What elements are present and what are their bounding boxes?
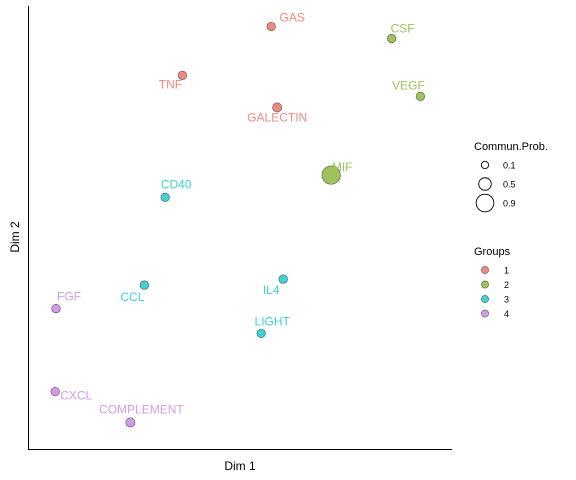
point-label-ccl: CCL bbox=[120, 290, 144, 304]
group-legend-key bbox=[481, 309, 489, 318]
point-label-complement: COMPLEMENT bbox=[99, 402, 184, 416]
plot-panel: GAS TNF GALECTIN CSF VEGF MIF CD40 CCL IL4 LIGHT F… bbox=[28, 6, 452, 450]
point-label-fgf: FGF bbox=[57, 290, 81, 304]
point-label-cd40: CD40 bbox=[161, 177, 192, 191]
size-legend: Commun.Prob. 0.1 0.5 0.9 bbox=[474, 141, 548, 213]
size-legend-label: 0.1 bbox=[503, 161, 516, 171]
size-legend-label: 0.9 bbox=[503, 199, 516, 209]
point-label-mif: MIF bbox=[332, 160, 353, 174]
point-label-csf: CSF bbox=[391, 22, 415, 36]
point-complement bbox=[125, 417, 136, 428]
point-label-cxcl: CXCL bbox=[60, 389, 92, 403]
group-legend-label: 4 bbox=[504, 309, 509, 319]
point-label-il4: IL4 bbox=[263, 283, 280, 297]
group-legend-key bbox=[481, 295, 489, 303]
group-legend-title: Groups bbox=[474, 246, 511, 258]
point-gas bbox=[266, 21, 276, 32]
point-label-light: LIGHT bbox=[255, 314, 291, 328]
size-legend-key bbox=[478, 177, 492, 191]
point-fgf bbox=[51, 304, 61, 314]
point-label-gas: GAS bbox=[280, 11, 305, 25]
point-il4 bbox=[278, 274, 288, 284]
group-legend-label: 2 bbox=[504, 280, 509, 290]
group-legend-key bbox=[481, 280, 489, 289]
size-legend-title: Commun.Prob. bbox=[474, 141, 548, 153]
size-legend-label: 0.5 bbox=[503, 180, 516, 190]
point-cd40 bbox=[160, 192, 170, 202]
x-axis-title: Dim 1 bbox=[224, 459, 256, 473]
group-legend-label: 3 bbox=[504, 295, 509, 305]
group-legend-key bbox=[481, 266, 489, 274]
point-label-galectin: GALECTIN bbox=[247, 110, 307, 124]
point-csf bbox=[387, 33, 397, 44]
point-tnf bbox=[177, 70, 187, 80]
size-legend-key bbox=[475, 193, 495, 213]
points-layer bbox=[50, 21, 426, 428]
point-mif bbox=[321, 165, 341, 185]
point-ccl bbox=[139, 280, 149, 290]
point-galectin bbox=[272, 102, 283, 113]
point-vegf bbox=[415, 91, 426, 101]
point-light bbox=[256, 328, 266, 339]
point-label-tnf: TNF bbox=[159, 77, 182, 91]
y-axis-title: Dim 2 bbox=[8, 221, 22, 253]
size-legend-key bbox=[480, 160, 490, 170]
group-legend-label: 1 bbox=[504, 266, 509, 276]
point-label-vegf: VEGF bbox=[392, 78, 425, 92]
point-cxcl bbox=[50, 387, 60, 397]
group-legend: Groups 1 2 3 4 bbox=[474, 246, 511, 319]
labels-layer: GAS TNF GALECTIN CSF VEGF MIF CD40 CCL IL4 LIGHT F… bbox=[57, 11, 425, 417]
